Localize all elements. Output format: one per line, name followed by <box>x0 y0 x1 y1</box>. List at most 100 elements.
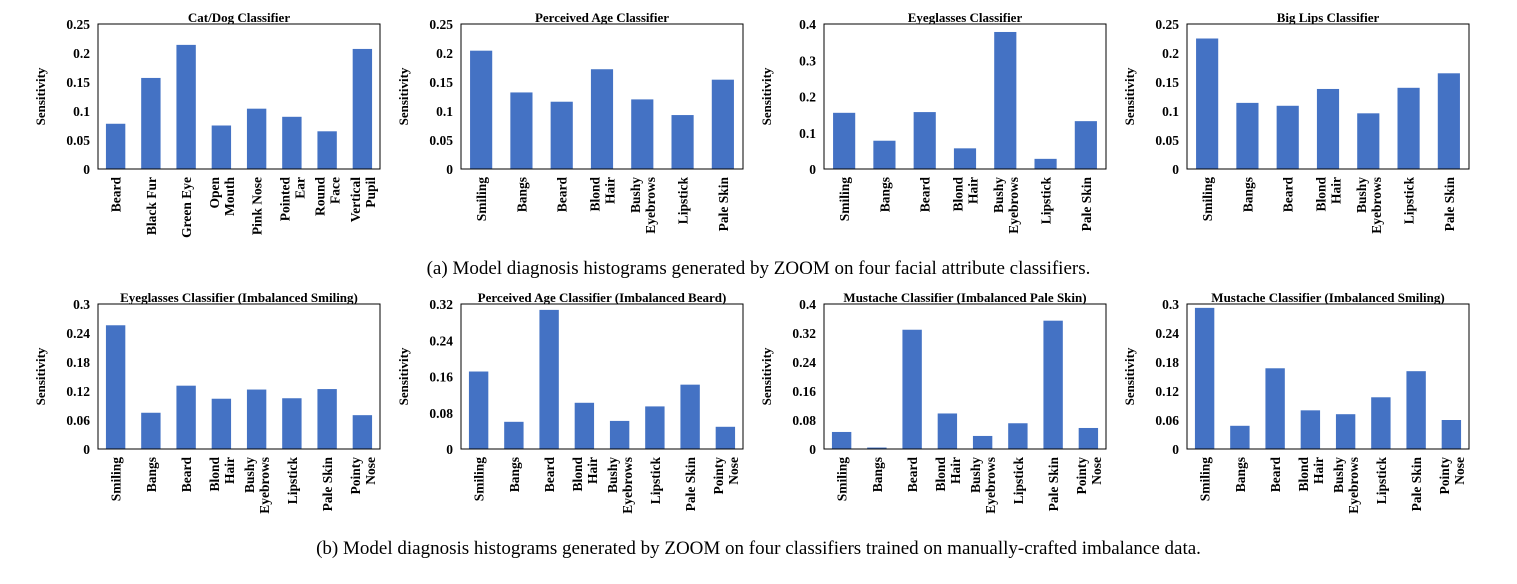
x-tick-label: Pointed Ear <box>277 177 307 222</box>
x-tick-text: Beard <box>555 177 570 213</box>
x-tick-text: Blond <box>570 457 585 492</box>
bar <box>1406 371 1426 449</box>
y-axis-label: Sensitivity <box>396 67 411 125</box>
x-tick-text: Smiling <box>835 457 850 502</box>
y-tick-label: 0.05 <box>429 133 453 148</box>
x-tick-text: Vertical <box>348 177 363 222</box>
x-tick-label: Pointy Nose <box>1074 457 1104 495</box>
bar <box>1078 427 1099 449</box>
x-tick-text: Smiling <box>109 457 124 502</box>
x-tick-text: Nose <box>363 457 378 485</box>
plot-frame <box>1186 303 1470 450</box>
x-tick-label: Smiling <box>474 177 489 222</box>
x-tick-text: Bushy <box>968 457 983 493</box>
bar <box>953 148 977 169</box>
x-tick-text: Hair <box>585 457 600 484</box>
bar <box>609 420 630 449</box>
bar <box>510 92 533 169</box>
plot-frame <box>1186 23 1470 170</box>
bar <box>902 329 922 449</box>
x-tick-text: Blond <box>588 177 603 212</box>
bar <box>1371 397 1391 449</box>
bar <box>317 131 337 169</box>
x-tick-label: Bangs <box>1233 457 1248 492</box>
x-tick-text: Smiling <box>1198 457 1213 502</box>
bar <box>994 31 1017 169</box>
x-tick-text: Nose <box>726 457 741 485</box>
x-tick-label: Pale Skin <box>1442 177 1457 232</box>
figure-row-a: Cat/Dog Classifier Sensitivity 0 0.05 0.1 0.1… <box>0 0 1517 255</box>
x-tick-label: Green Eye <box>179 177 194 238</box>
plot-frame <box>460 303 744 450</box>
x-tick-label: Pale Skin <box>1079 177 1094 232</box>
x-tick-text: Nose <box>1452 457 1467 485</box>
chart-panel: Perceived Age Classifier Sensitivity 0 0.05… <box>383 0 753 255</box>
x-tick-label: Lipstick <box>1374 457 1389 505</box>
x-tick-label: Beard <box>179 457 194 493</box>
caption-b: (b) Model diagnosis histograms generated… <box>316 538 1201 559</box>
x-tick-text: Bushy <box>605 457 620 493</box>
y-tick-label: 0.4 <box>799 297 816 312</box>
x-tick-label: Pale Skin <box>716 177 731 232</box>
bar <box>833 112 856 169</box>
bar <box>282 116 302 169</box>
x-tick-text: Lipstick <box>1374 457 1389 505</box>
bar <box>831 431 852 449</box>
y-tick-label: 0.4 <box>799 17 816 32</box>
y-tick-label: 0.25 <box>1155 17 1179 32</box>
x-tick-label: Round Face <box>313 177 343 217</box>
x-tick-label: Bushy Eyebrows <box>628 177 658 234</box>
y-tick-label: 0 <box>83 442 90 457</box>
x-tick-text: Mouth <box>222 177 237 216</box>
y-tick-label: 0.06 <box>66 413 90 428</box>
bar <box>671 115 694 169</box>
y-tick-label: 0 <box>83 162 90 177</box>
bar <box>645 406 665 449</box>
bar <box>176 44 196 169</box>
x-tick-text: Ear <box>292 177 307 199</box>
x-tick-text: Eyebrows <box>1006 177 1021 234</box>
chart-panel: Big Lips Classifier Sensitivity 0 0.05 0.1 0.… <box>1109 0 1479 255</box>
x-tick-text: Pale Skin <box>1442 177 1457 232</box>
bar <box>246 389 267 449</box>
bar <box>1043 320 1063 449</box>
y-tick-label: 0.1 <box>436 104 453 119</box>
x-tick-text: Pale Skin <box>320 457 335 512</box>
x-tick-text: Hair <box>948 457 963 484</box>
y-tick-label: 0.3 <box>1162 297 1179 312</box>
bar <box>1300 410 1321 449</box>
plot-frame <box>823 23 1107 170</box>
x-tick-text: Bangs <box>144 457 159 492</box>
x-tick-text: Lipstick <box>1039 177 1054 225</box>
bar <box>1008 423 1028 449</box>
bar <box>539 309 559 449</box>
x-tick-label: Beard <box>905 457 920 493</box>
bar <box>873 140 896 169</box>
y-axis-label: Sensitivity <box>1122 347 1137 405</box>
x-tick-text: Pale Skin <box>716 177 731 232</box>
y-tick-label: 0.05 <box>1155 133 1179 148</box>
x-tick-text: Beard <box>1268 457 1283 493</box>
x-tick-text: Lipstick <box>285 457 300 505</box>
bar <box>715 426 736 449</box>
x-tick-label: Pointy Nose <box>1437 457 1467 495</box>
y-axis-label: Sensitivity <box>759 347 774 405</box>
x-tick-label: Bushy Eyebrows <box>605 457 635 514</box>
x-tick-text: Bangs <box>507 457 522 492</box>
chart-title: Big Lips Classifier <box>1277 10 1380 25</box>
x-tick-label: Bushy Eyebrows <box>1331 457 1361 514</box>
y-tick-label: 0.1 <box>799 126 816 141</box>
bar <box>468 371 489 449</box>
x-tick-text: Bangs <box>1240 177 1255 212</box>
bar <box>211 398 232 449</box>
bar-chart: Perceived Age Classifier (Imbalanced Bea… <box>396 290 744 514</box>
x-tick-text: Bangs <box>870 457 885 492</box>
x-tick-text: Smiling <box>837 177 852 222</box>
x-tick-label: Smiling <box>835 457 850 502</box>
x-tick-text: Hair <box>222 457 237 484</box>
x-tick-text: Bushy <box>628 177 643 213</box>
y-tick-label: 0 <box>1172 162 1179 177</box>
y-tick-label: 0.25 <box>66 17 90 32</box>
y-tick-label: 0.2 <box>799 90 816 105</box>
x-tick-text: Pupil <box>363 177 378 208</box>
